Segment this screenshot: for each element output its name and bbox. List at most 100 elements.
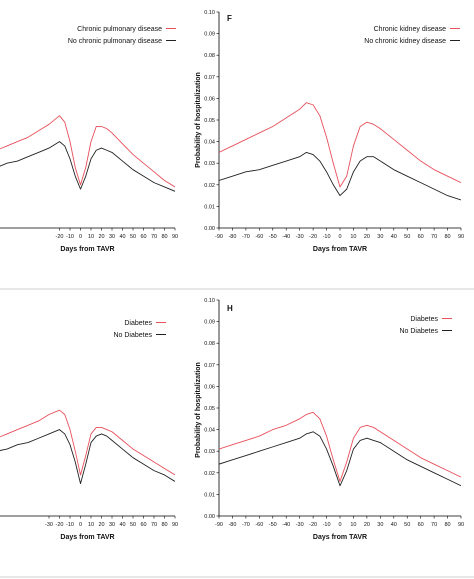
- x-tick-label: 70: [431, 522, 437, 528]
- x-tick-label: -80: [228, 522, 236, 528]
- legend-label: Diabetes: [124, 320, 152, 327]
- x-axis-title: Days from TAVR: [313, 246, 367, 253]
- x-tick-label: -10: [66, 522, 74, 528]
- y-tick-label: 0.04: [204, 140, 215, 146]
- series-line-secondary: [219, 431, 461, 487]
- legend-label: No Diabetes: [113, 332, 152, 339]
- chart-panel-2: -30 -20 -10 0 10 20 30 40 50 60 70 80 90 Days from TA…: [0, 320, 178, 541]
- x-tick-label: 20: [364, 522, 370, 528]
- x-tick-label: 0: [79, 522, 82, 528]
- legend-label: Diabetes: [410, 316, 438, 323]
- x-tick-label: 30: [377, 234, 383, 240]
- x-tick-label: 20: [364, 234, 370, 240]
- x-tick-label: -10: [323, 234, 331, 240]
- x-tick-label: 40: [119, 234, 125, 240]
- y-tick-label: 0.00: [204, 226, 215, 232]
- series-line-secondary: [0, 429, 175, 485]
- y-tick-label: 0.00: [204, 514, 215, 520]
- x-tick-label: 50: [130, 234, 136, 240]
- x-tick-label: 50: [404, 522, 410, 528]
- series-line-primary: [219, 102, 461, 188]
- y-tick-label: 0.02: [204, 471, 215, 477]
- x-tick-label: -90: [215, 522, 223, 528]
- x-tick-label: -20: [309, 234, 317, 240]
- chart-panel-3: -90 -80 -70 -60 -50 -40 -30 -20 -10 0 10 20 30 40 50 60…: [195, 298, 464, 541]
- y-tick-label: 0.03: [204, 161, 215, 167]
- y-tick-label: 0.03: [204, 449, 215, 455]
- x-tick-label: -80: [228, 234, 236, 240]
- x-tick-label: 10: [350, 522, 356, 528]
- chart-panel-0: -20 -10 0 10 20 30 40 50 60 70 80 90 Days from TAVR C…: [0, 26, 178, 253]
- x-tick-label: -40: [282, 522, 290, 528]
- y-tick-label: 0.07: [204, 75, 215, 81]
- x-tick-label: -10: [66, 234, 74, 240]
- x-tick-label: 40: [391, 234, 397, 240]
- x-tick-label: 90: [458, 522, 464, 528]
- x-axis-title: Days from TAVR: [313, 534, 367, 541]
- x-tick-label: -10: [323, 522, 331, 528]
- y-tick-label: 0.10: [204, 298, 215, 304]
- x-tick-label: 80: [161, 522, 167, 528]
- x-tick-label: 80: [161, 234, 167, 240]
- chart-panel-1: -90 -80 -70 -60 -50 -40 -30 -20 -10 0 10 20 30 40 50 60…: [195, 10, 464, 253]
- x-tick-label: 90: [458, 234, 464, 240]
- x-tick-label: -20: [56, 522, 64, 528]
- y-tick-label: 0.05: [204, 118, 215, 124]
- x-tick-label: -70: [242, 234, 250, 240]
- series-line-primary: [219, 411, 461, 482]
- legend-label: Chronic kidney disease: [374, 26, 446, 33]
- y-tick-label: 0.09: [204, 320, 215, 326]
- legend-label: No chronic kidney disease: [364, 38, 446, 45]
- y-axis-title: Probability of hospitalization: [195, 72, 202, 168]
- x-tick-label: 10: [88, 522, 94, 528]
- x-tick-label: 30: [109, 234, 115, 240]
- x-tick-label: 60: [418, 234, 424, 240]
- y-tick-label: 0.07: [204, 363, 215, 369]
- x-tick-label: -30: [45, 522, 53, 528]
- x-tick-label: -60: [255, 234, 263, 240]
- x-tick-label: -40: [282, 234, 290, 240]
- x-tick-label: -20: [56, 234, 64, 240]
- x-tick-label: 80: [444, 234, 450, 240]
- x-tick-label: 10: [88, 234, 94, 240]
- legend-label: No Diabetes: [399, 328, 438, 335]
- x-tick-label: 0: [338, 234, 341, 240]
- x-tick-label: 50: [404, 234, 410, 240]
- x-tick-label: 10: [350, 234, 356, 240]
- x-tick-label: 30: [377, 522, 383, 528]
- x-tick-label: 20: [98, 522, 104, 528]
- y-tick-label: 0.02: [204, 183, 215, 189]
- x-tick-label: 70: [151, 522, 157, 528]
- x-tick-label: 90: [172, 234, 178, 240]
- x-tick-label: 70: [151, 234, 157, 240]
- x-tick-label: -30: [296, 234, 304, 240]
- x-tick-label: -30: [296, 522, 304, 528]
- x-tick-label: 60: [418, 522, 424, 528]
- x-tick-label: 40: [119, 522, 125, 528]
- x-tick-label: -50: [269, 234, 277, 240]
- y-tick-label: 0.09: [204, 32, 215, 38]
- series-line-secondary: [219, 151, 461, 201]
- x-tick-label: 0: [338, 522, 341, 528]
- x-tick-label: 50: [130, 522, 136, 528]
- series-line-secondary: [0, 141, 175, 192]
- x-tick-label: -90: [215, 234, 223, 240]
- x-tick-label: 90: [172, 522, 178, 528]
- panel-letter: H: [227, 304, 233, 313]
- x-tick-label: 20: [98, 234, 104, 240]
- panel-letter: F: [227, 14, 232, 23]
- x-tick-label: -50: [269, 522, 277, 528]
- x-tick-label: 60: [140, 234, 146, 240]
- y-tick-label: 0.04: [204, 428, 215, 434]
- y-tick-label: 0.10: [204, 10, 215, 16]
- series-line-primary: [0, 409, 175, 476]
- x-tick-label: -60: [255, 522, 263, 528]
- x-tick-label: 80: [444, 522, 450, 528]
- x-tick-label: -70: [242, 522, 250, 528]
- x-tick-label: 40: [391, 522, 397, 528]
- y-tick-label: 0.08: [204, 341, 215, 347]
- x-axis-title: Days from TAVR: [60, 246, 114, 253]
- x-tick-label: -20: [309, 522, 317, 528]
- x-tick-label: 60: [140, 522, 146, 528]
